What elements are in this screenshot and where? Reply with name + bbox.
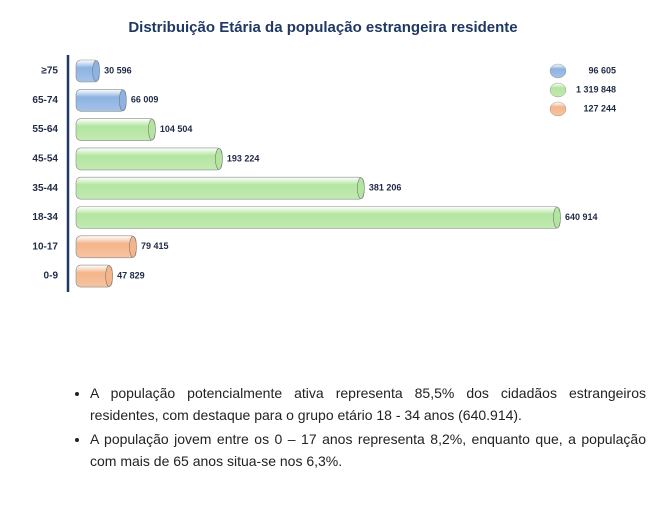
bar-cap (105, 265, 113, 287)
bar (75, 147, 223, 171)
value-label: 193 224 (227, 153, 260, 163)
bar-cap (148, 118, 156, 141)
y-tick-label: 10-17 (32, 241, 58, 252)
y-tick-label: 65-74 (32, 95, 58, 106)
y-tick-label: 0-9 (44, 271, 59, 282)
legend-label: 127 244 (583, 103, 616, 113)
bar-cap (357, 177, 365, 199)
legend-marker (549, 101, 567, 117)
value-label: 640 914 (565, 212, 598, 222)
y-tick-label: 18-34 (32, 212, 58, 223)
legend-marker (549, 63, 567, 79)
legend-marker (549, 82, 567, 98)
y-tick-label: 35-44 (32, 183, 58, 194)
value-label: 47 829 (117, 270, 145, 280)
value-label: 66 009 (131, 95, 159, 105)
bar-cap (553, 206, 561, 229)
legend-label: 1 319 848 (576, 84, 616, 94)
y-tick-label: 45-54 (32, 154, 58, 165)
bullet-list: A população potencialmente ativa represe… (62, 382, 646, 474)
bar (75, 176, 365, 200)
value-label: 104 504 (160, 124, 193, 134)
chart-title: Distribuição Etária da população estrang… (128, 19, 517, 36)
bar-cap (129, 236, 137, 258)
value-label: 381 206 (369, 183, 402, 193)
bar-cap (92, 60, 100, 82)
chart: Distribuição Etária da população estrang… (32, 19, 616, 292)
y-tick-label: 55-64 (32, 124, 58, 135)
bar (75, 206, 561, 229)
bar (75, 118, 156, 141)
value-label: 30 596 (104, 65, 132, 75)
bullet: A população potencialmente ativa represe… (90, 382, 646, 426)
value-label: 79 415 (141, 241, 169, 251)
y-tick-label: ≥75 (41, 66, 58, 77)
bar-cap (119, 89, 127, 112)
legend-label: 96 605 (588, 65, 616, 75)
bar (75, 235, 137, 259)
bar (75, 89, 127, 112)
bullet: A população jovem entre os 0 – 17 anos r… (90, 428, 646, 472)
bar-cap (215, 148, 223, 170)
